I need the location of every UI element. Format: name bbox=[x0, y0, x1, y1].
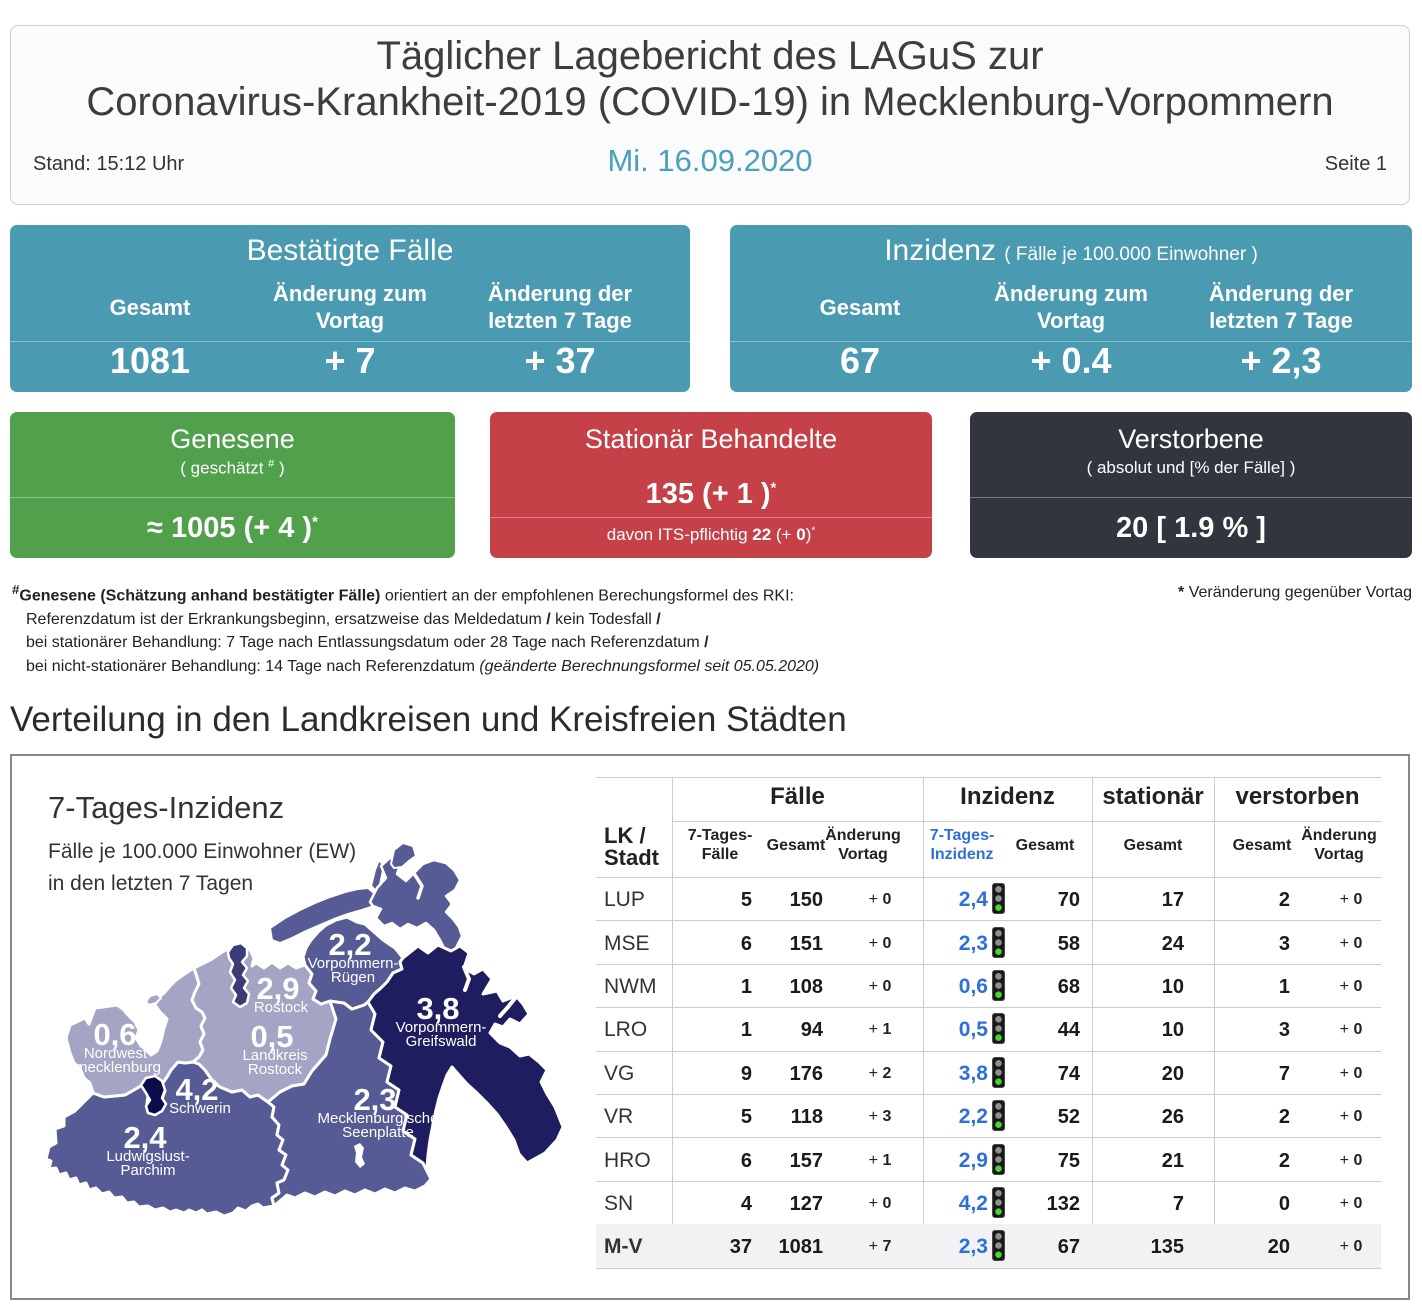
svg-text:2,3: 2,3 bbox=[353, 1082, 396, 1117]
svg-text:Landkreis: Landkreis bbox=[242, 1047, 307, 1064]
svg-text:Schwerin: Schwerin bbox=[169, 1100, 231, 1117]
svg-text:Greifswald: Greifswald bbox=[406, 1033, 477, 1050]
svg-text:3,8: 3,8 bbox=[416, 991, 459, 1026]
svg-text:Seenplatte: Seenplatte bbox=[342, 1124, 414, 1141]
svg-text:Mecklenburgische: Mecklenburgische bbox=[318, 1110, 439, 1127]
svg-text:Rügen: Rügen bbox=[331, 969, 375, 986]
svg-text:0,5: 0,5 bbox=[250, 1019, 293, 1054]
svg-text:Rostock: Rostock bbox=[248, 1061, 303, 1078]
svg-text:Nordwest-: Nordwest- bbox=[84, 1045, 152, 1062]
svg-text:Parchim: Parchim bbox=[120, 1162, 175, 1179]
svg-text:Ludwigslust-: Ludwigslust- bbox=[106, 1148, 189, 1165]
svg-text:2,2: 2,2 bbox=[328, 927, 371, 962]
svg-text:Rostock: Rostock bbox=[254, 999, 309, 1016]
svg-text:2,9: 2,9 bbox=[256, 971, 299, 1006]
svg-text:2,4: 2,4 bbox=[123, 1120, 167, 1155]
svg-text:Vorpommern-: Vorpommern- bbox=[396, 1019, 487, 1036]
svg-text:0,6: 0,6 bbox=[93, 1017, 136, 1052]
svg-text:Vorpommern-: Vorpommern- bbox=[308, 955, 399, 972]
svg-text:mecklenburg: mecklenburg bbox=[75, 1059, 161, 1076]
svg-text:4,2: 4,2 bbox=[175, 1072, 218, 1107]
